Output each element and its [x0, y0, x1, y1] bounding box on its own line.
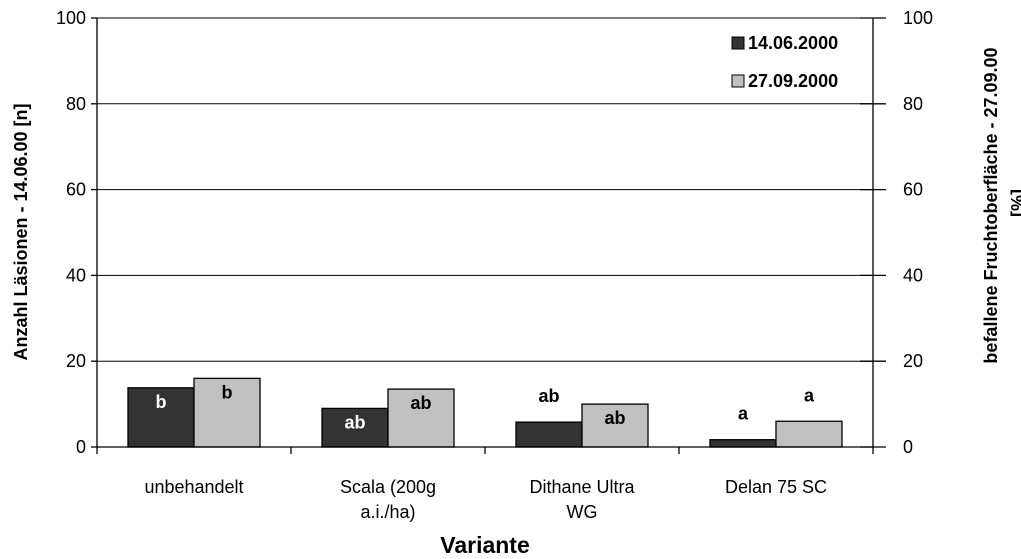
bar-label-1-2: ab [344, 412, 365, 432]
y-axis-title-right-line-1: befallene Fruchtoberfläche - 27.09.00 [981, 47, 1001, 363]
bar-2-2 [387, 388, 455, 448]
category-label: Delan 75 SC [725, 477, 827, 497]
bar-1-1 [127, 387, 195, 448]
category-labels: unbehandelt Scala (200g a.i./ha) Dithane Ul… [144, 477, 827, 522]
right-tick-label: 60 [903, 180, 923, 200]
bar-2-3 [581, 403, 649, 448]
bar-labels: b b ab ab ab ab a a [156, 382, 815, 432]
bar-label-1-3: ab [538, 386, 559, 406]
category-label: Scala (200g a.i./ha) [340, 477, 436, 522]
category-label-line: Delan 75 SC [725, 477, 827, 497]
bar-2-4 [775, 420, 843, 448]
legend-swatch-series-1 [731, 36, 745, 50]
right-tick-label: 20 [903, 351, 923, 371]
bars [127, 377, 843, 448]
left-tick-label: 20 [66, 351, 86, 371]
category-label-line: WG [567, 502, 598, 522]
right-tick-label: 40 [903, 265, 923, 285]
right-tick-label: 0 [903, 437, 913, 457]
x-axis-title: Variante [440, 532, 530, 558]
y-axis-title-right: befallene Fruchtoberfläche - 27.09.00 [%… [981, 42, 1021, 363]
legend-label-series-1: 14.06.2000 [748, 33, 838, 53]
bar-1-4 [709, 439, 777, 448]
gridlines [97, 17, 873, 362]
category-label-line: a.i./ha) [360, 502, 415, 522]
left-tick-label: 60 [66, 180, 86, 200]
legend-label-series-2: 27.09.2000 [748, 71, 838, 91]
bar-label-2-2: ab [410, 393, 431, 413]
bar-label-1-1: b [156, 392, 167, 412]
category-label-line: Dithane Ultra [529, 477, 635, 497]
left-tick-label: 80 [66, 94, 86, 114]
bar-label-2-1: b [222, 382, 233, 402]
bar-label-2-4: a [804, 385, 815, 405]
left-tick-label: 0 [76, 437, 86, 457]
left-tick-label: 100 [56, 8, 86, 28]
category-label: unbehandelt [144, 477, 243, 497]
y-axis-title-right-line-2: [%] [1008, 189, 1021, 217]
bar-label-1-4: a [738, 404, 749, 424]
right-tick-label: 100 [903, 8, 933, 28]
legend: 14.06.2000 27.09.2000 [731, 33, 838, 91]
bar-1-2 [321, 407, 389, 448]
bar-label-2-3: ab [604, 408, 625, 428]
right-y-ticks: 0 20 40 60 80 100 [860, 8, 933, 457]
left-tick-label: 40 [66, 265, 86, 285]
category-label-line: Scala (200g [340, 477, 436, 497]
right-tick-label: 80 [903, 94, 923, 114]
y-axis-title-left: Anzahl Läsionen - 14.06.00 [n] [11, 103, 31, 360]
left-y-ticks: 0 20 40 60 80 100 [56, 8, 97, 457]
category-label: Dithane Ultra WG [529, 477, 635, 522]
legend-swatch-series-2 [731, 74, 745, 88]
category-label-line: unbehandelt [144, 477, 243, 497]
bar-1-3 [515, 421, 583, 448]
x-ticks [96, 447, 874, 454]
